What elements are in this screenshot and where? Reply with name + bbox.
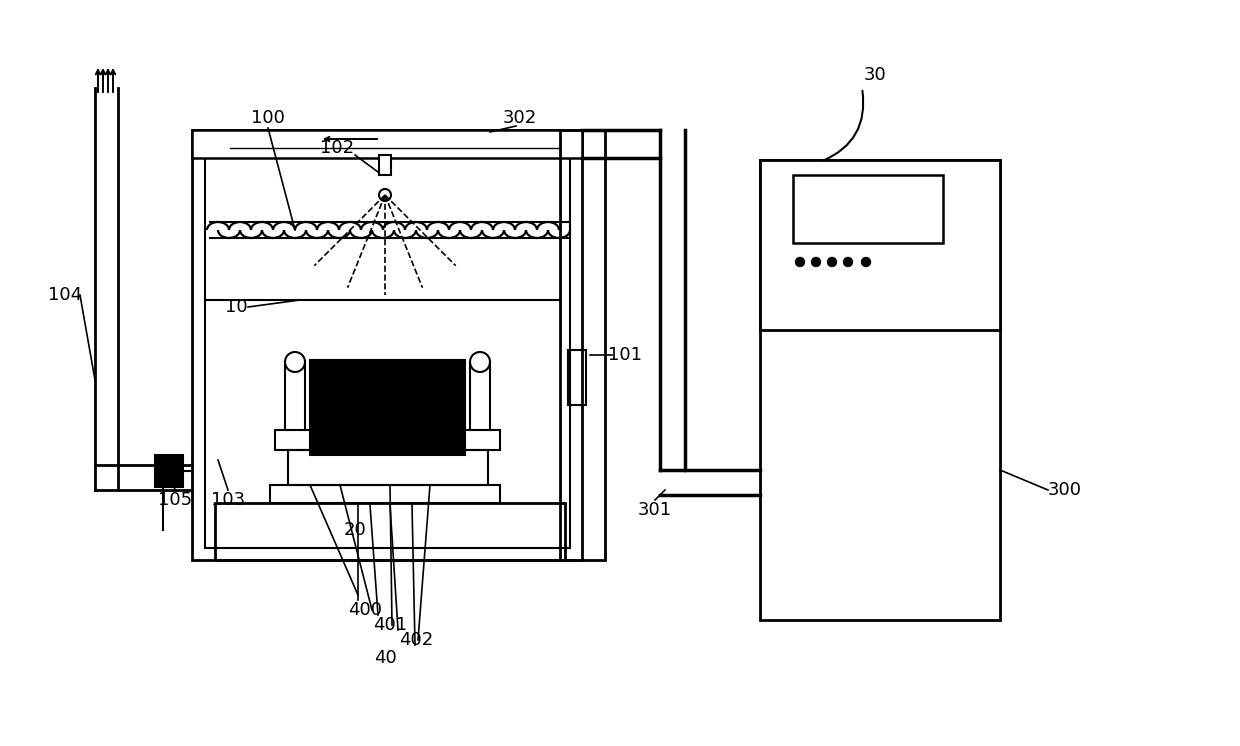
Text: 30: 30: [863, 66, 887, 84]
Text: 402: 402: [399, 631, 433, 649]
Bar: [568, 350, 587, 405]
Bar: [760, 160, 999, 620]
Text: 105: 105: [157, 491, 192, 509]
Circle shape: [811, 257, 821, 266]
Text: 100: 100: [250, 109, 285, 127]
Bar: [379, 155, 391, 175]
Bar: [560, 130, 605, 560]
Circle shape: [843, 257, 853, 266]
Bar: [192, 130, 582, 158]
Text: 300: 300: [1048, 481, 1083, 499]
Circle shape: [862, 257, 870, 266]
Bar: [192, 130, 582, 560]
Bar: [310, 360, 465, 455]
Text: 301: 301: [637, 501, 672, 519]
Bar: [215, 503, 565, 560]
Bar: [205, 143, 570, 548]
Text: 104: 104: [48, 286, 82, 304]
Circle shape: [796, 257, 805, 266]
Text: 102: 102: [320, 139, 355, 157]
Bar: [794, 175, 942, 243]
Bar: [760, 160, 999, 330]
Text: 400: 400: [348, 601, 382, 619]
Text: 40: 40: [373, 649, 397, 667]
Text: 20: 20: [343, 521, 366, 539]
Bar: [270, 485, 500, 503]
Text: 101: 101: [608, 346, 642, 364]
Bar: [155, 455, 184, 487]
Text: 103: 103: [211, 491, 246, 509]
Text: 302: 302: [503, 109, 537, 127]
Bar: [275, 430, 500, 450]
Bar: [288, 450, 489, 485]
Text: 401: 401: [373, 616, 407, 634]
Text: 10: 10: [224, 298, 247, 316]
Circle shape: [827, 257, 837, 266]
